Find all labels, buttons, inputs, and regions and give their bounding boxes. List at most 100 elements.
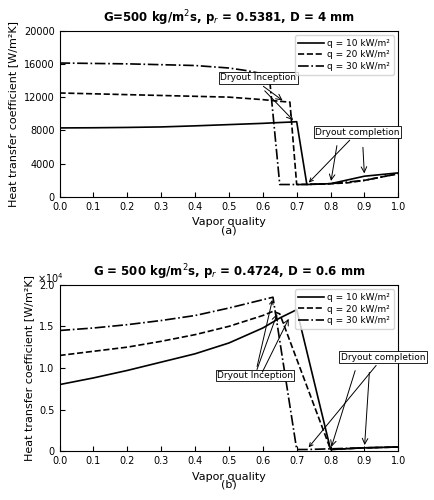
q = 10 kW/m² [91,125,96,131]
q = 30 kW/m² [396,444,401,450]
q = 10 kW/m² [158,359,164,365]
q = 30 kW/m² [192,312,197,318]
q = 20 kW/m² [158,338,164,344]
q = 10 kW/m² [260,325,266,331]
Text: Dryout Inception: Dryout Inception [220,74,296,82]
q = 20 kW/m² [345,446,350,452]
q = 10 kW/m² [362,173,367,179]
q = 30 kW/m² [260,71,266,77]
q = 20 kW/m² [91,91,96,97]
q = 30 kW/m² [57,328,62,334]
q = 10 kW/m² [57,382,62,388]
q = 20 kW/m² [57,90,62,96]
q = 20 kW/m² [362,178,367,184]
q = 20 kW/m² [270,308,276,314]
q = 30 kW/m² [91,325,96,331]
q = 10 kW/m² [158,124,164,130]
q = 30 kW/m² [362,445,367,451]
q = 30 kW/m² [304,446,309,452]
q = 20 kW/m² [345,180,350,186]
q = 30 kW/m² [396,170,401,176]
q = 20 kW/m² [57,352,62,358]
q = 10 kW/m² [226,340,231,346]
q = 20 kW/m² [328,446,333,452]
q = 10 kW/m² [226,122,231,128]
q = 20 kW/m² [277,98,283,104]
q = 10 kW/m² [287,119,293,125]
Text: Dryout Inception: Dryout Inception [217,301,293,380]
q = 10 kW/m² [277,315,283,321]
q = 10 kW/m² [57,125,62,131]
X-axis label: Vapor quality: Vapor quality [192,472,266,482]
q = 10 kW/m² [192,123,197,129]
Legend: q = 10 kW/m², q = 20 kW/m², q = 30 kW/m²: q = 10 kW/m², q = 20 kW/m², q = 30 kW/m² [295,289,394,329]
q = 10 kW/m² [192,351,197,357]
Line: q = 20 kW/m²: q = 20 kW/m² [59,93,398,184]
q = 20 kW/m² [226,324,231,330]
Text: Dryout completion: Dryout completion [309,352,425,446]
q = 30 kW/m² [158,62,164,68]
q = 10 kW/m² [125,368,130,374]
q = 30 kW/m² [304,182,309,188]
q = 30 kW/m² [192,62,197,68]
q = 30 kW/m² [226,305,231,311]
q = 10 kW/m² [260,120,266,126]
Y-axis label: Heat transfer coefficient [W/m²K]: Heat transfer coefficient [W/m²K] [8,21,18,207]
q = 20 kW/m² [287,99,293,105]
q = 20 kW/m² [226,94,231,100]
q = 30 kW/m² [267,76,272,82]
q = 10 kW/m² [396,444,401,450]
q = 30 kW/m² [243,301,249,307]
q = 10 kW/m² [362,445,367,451]
q = 20 kW/m² [362,445,367,451]
q = 20 kW/m² [260,96,266,102]
q = 20 kW/m² [328,180,333,186]
q = 30 kW/m² [91,60,96,66]
Y-axis label: Heat transfer coefficient [W/m²K]: Heat transfer coefficient [W/m²K] [24,275,34,461]
Title: G=500 kg/m$^2$s, p$_r$ = 0.5381, D = 4 mm: G=500 kg/m$^2$s, p$_r$ = 0.5381, D = 4 m… [103,8,355,28]
q = 20 kW/m² [277,311,283,317]
q = 20 kW/m² [125,92,130,98]
q = 30 kW/m² [125,61,130,67]
q = 30 kW/m² [243,68,249,73]
q = 30 kW/m² [294,446,299,452]
q = 20 kW/m² [91,348,96,354]
q = 30 kW/m² [270,294,276,300]
q = 20 kW/m² [158,92,164,98]
q = 10 kW/m² [294,306,299,312]
q = 10 kW/m² [91,375,96,381]
q = 10 kW/m² [125,124,130,130]
q = 30 kW/m² [57,60,62,66]
q = 10 kW/m² [277,120,283,126]
q = 30 kW/m² [260,296,266,302]
q = 30 kW/m² [277,182,283,188]
q = 10 kW/m² [304,182,309,188]
Line: q = 30 kW/m²: q = 30 kW/m² [59,63,398,184]
Text: (a): (a) [221,226,237,235]
Title: G = 500 kg/m$^2$s, p$_r$ = 0.4724, D = 0.6 mm: G = 500 kg/m$^2$s, p$_r$ = 0.4724, D = 0… [92,262,365,282]
q = 20 kW/m² [125,344,130,350]
q = 20 kW/m² [294,182,299,188]
q = 30 kW/m² [125,322,130,328]
q = 10 kW/m² [294,118,299,124]
Line: q = 10 kW/m²: q = 10 kW/m² [59,122,398,184]
Text: $\times10^4$: $\times10^4$ [37,272,64,285]
q = 30 kW/m² [362,178,367,184]
q = 20 kW/m² [192,94,197,100]
q = 20 kW/m² [396,444,401,450]
Line: q = 20 kW/m²: q = 20 kW/m² [59,312,398,450]
q = 10 kW/m² [328,446,333,452]
Text: (b): (b) [221,480,237,490]
X-axis label: Vapor quality: Vapor quality [192,218,266,228]
Legend: q = 10 kW/m², q = 20 kW/m², q = 30 kW/m²: q = 10 kW/m², q = 20 kW/m², q = 30 kW/m² [295,35,394,74]
q = 10 kW/m² [328,180,333,186]
q = 20 kW/m² [192,332,197,338]
q = 30 kW/m² [226,65,231,71]
q = 20 kW/m² [260,312,266,318]
q = 30 kW/m² [158,318,164,324]
q = 20 kW/m² [396,170,401,176]
q = 30 kW/m² [328,180,333,186]
Line: q = 10 kW/m²: q = 10 kW/m² [59,310,398,450]
q = 10 kW/m² [396,170,401,176]
Line: q = 30 kW/m²: q = 30 kW/m² [59,297,398,450]
